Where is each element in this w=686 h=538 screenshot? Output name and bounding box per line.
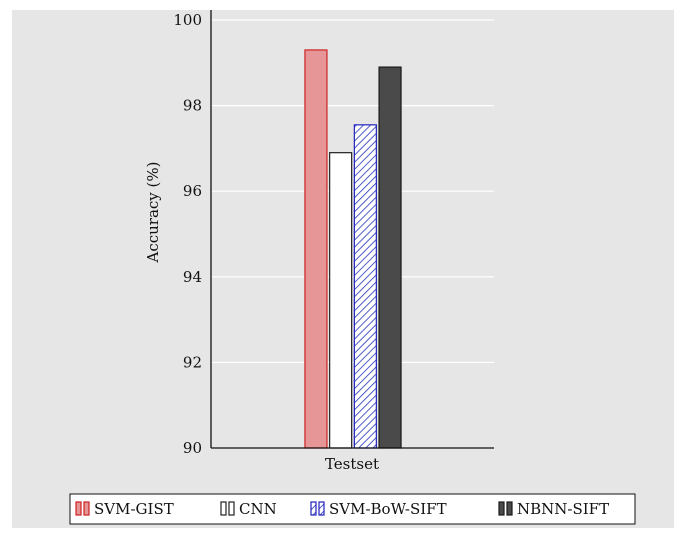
legend-swatch <box>310 501 317 516</box>
legend-swatch <box>506 501 513 516</box>
y-tick-label: 92 <box>183 353 202 371</box>
bar-svm-gist <box>304 49 328 449</box>
x-category-label: Testset <box>325 455 379 473</box>
y-tick-label: 98 <box>183 97 202 115</box>
legend-swatch <box>75 501 82 516</box>
legend: SVM-GIST CNN SVM-BoW-SIFT NBNN-SIFT <box>69 493 636 525</box>
y-tick-labels: 90 92 94 96 98 100 <box>173 11 202 457</box>
bar-cnn <box>329 152 353 449</box>
y-tick-label: 96 <box>183 182 202 200</box>
legend-frame <box>69 493 636 525</box>
legend-label: SVM-GIST <box>94 500 174 518</box>
y-tick-label: 100 <box>173 11 202 29</box>
legend-swatch <box>83 501 90 516</box>
legend-swatch <box>220 501 227 516</box>
bar-svm-bow-sift <box>353 124 377 449</box>
legend-swatch <box>498 501 505 516</box>
legend-label: SVM-BoW-SIFT <box>329 500 447 518</box>
y-axis-label: Accuracy (%) <box>144 161 162 263</box>
gridlines <box>211 19 494 363</box>
y-tick-label: 94 <box>183 268 202 286</box>
bar-nbnn-sift <box>378 66 402 449</box>
legend-swatch <box>228 501 235 516</box>
y-tick-label: 90 <box>183 439 202 457</box>
legend-swatch <box>318 501 325 516</box>
legend-label: NBNN-SIFT <box>517 500 609 518</box>
legend-label: CNN <box>239 500 277 518</box>
